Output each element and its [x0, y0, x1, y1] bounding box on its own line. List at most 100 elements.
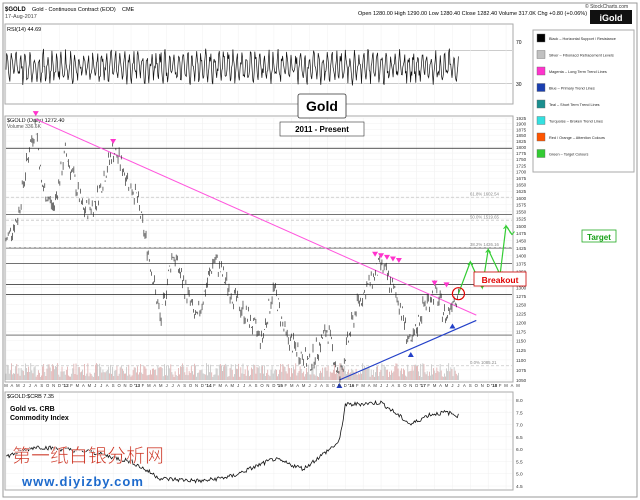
ratio-label: $GOLD:$CRB 7.35: [7, 394, 54, 400]
month-tick: M: [433, 383, 437, 388]
month-tick: '16: [348, 383, 355, 388]
price-tick-1275: 1275: [516, 294, 527, 299]
month-tick: O: [260, 383, 264, 388]
price-tick-1600: 1600: [516, 196, 527, 201]
legend-item-label: Turquoise – Broken Trend Lines: [549, 120, 603, 124]
peak-markers: [32, 111, 456, 388]
price-tick-1075: 1075: [516, 368, 527, 373]
legend-swatch: [536, 149, 546, 158]
ratio-tick-7.0: 7.0: [516, 423, 523, 429]
month-tick: A: [106, 383, 109, 388]
month-tick: M: [373, 383, 377, 388]
month-tick: M: [361, 383, 365, 388]
ratio-axis: 8.0 7.5 7.0 6.5 6.0 5.5 5.0 4.5: [516, 398, 523, 490]
price-tick-1925: 1925: [516, 116, 527, 121]
legend-swatch: [536, 50, 546, 59]
month-tick: S: [183, 383, 186, 388]
month-tick: M: [302, 383, 306, 388]
month-tick: A: [82, 383, 85, 388]
month-tick: A: [392, 383, 395, 388]
ratio-tick-8.0: 8.0: [516, 398, 523, 404]
legend-swatch: [536, 33, 546, 43]
price-tick-1200: 1200: [516, 320, 527, 325]
month-tick: '17: [420, 383, 427, 388]
rsi-panel: [4, 23, 514, 105]
price-tick-1150: 1150: [516, 339, 526, 344]
month-tick: F: [70, 383, 73, 388]
month-tick: D: [487, 383, 490, 388]
month-tick: '13: [134, 383, 141, 388]
month-tick: F: [213, 383, 216, 388]
blue-trendline: [339, 319, 477, 381]
month-tick: N: [481, 383, 484, 388]
month-tick: M: [4, 383, 8, 388]
fib-levels: 61.8% 1602.54 50.0% 1519.65 38.2% 1426.16 0…: [6, 192, 512, 367]
month-tick: D: [201, 383, 204, 388]
month-tick: J: [94, 383, 96, 388]
month-tick: F: [142, 383, 145, 388]
price-tick-1125: 1125: [516, 348, 526, 353]
legend-swatch: [536, 132, 546, 142]
price-tick-1800: 1800: [516, 145, 527, 150]
price-tick-1300: 1300: [516, 286, 527, 291]
price-tick-1175: 1175: [516, 329, 526, 334]
month-tick: J: [386, 383, 388, 388]
magenta-arrow-icon: [431, 280, 438, 286]
ratio-tick-7.5: 7.5: [516, 410, 523, 416]
fib-label-0.0%: 0.0% 1085.21: [470, 360, 497, 365]
price-tick-1625: 1625: [516, 189, 527, 194]
rsi-label: RSI(14) 44.69: [7, 27, 41, 33]
price-tick-1425: 1425: [516, 246, 527, 251]
month-tick: J: [172, 383, 174, 388]
month-tick: A: [296, 383, 299, 388]
price-tick-1775: 1775: [516, 151, 527, 156]
month-tick: A: [153, 383, 156, 388]
month-tick: S: [397, 383, 400, 388]
price-tick-1050: 1050: [516, 378, 527, 383]
month-tick: '18: [491, 383, 498, 388]
legend-item-label: Green – Target Colours: [549, 153, 588, 157]
legend-swatch: [536, 99, 546, 109]
month-tick: S: [469, 383, 472, 388]
volume-label: Volume 336.6K: [7, 124, 42, 130]
month-tick: M: [230, 383, 234, 388]
price-tick-1500: 1500: [516, 224, 527, 229]
legend-box: [532, 29, 635, 173]
price-tick-1400: 1400: [516, 254, 527, 259]
month-tick: A: [463, 383, 466, 388]
month-tick: S: [326, 383, 329, 388]
price-tick-1550: 1550: [516, 210, 527, 215]
target-box: [581, 229, 617, 243]
chart-subtitle: 2011 - Present: [295, 125, 349, 134]
price-tick-1450: 1450: [516, 238, 527, 243]
magenta-arrow-icon: [32, 111, 39, 117]
month-tick: J: [166, 383, 168, 388]
month-tick: M: [76, 383, 80, 388]
month-tick: M: [290, 383, 294, 388]
projection-arrowhead: [485, 248, 492, 253]
price-tick-1850: 1850: [516, 133, 527, 138]
blue-arrow-icon: [336, 383, 343, 388]
price-tick-1675: 1675: [516, 176, 527, 181]
price-tick-1725: 1725: [516, 163, 527, 168]
blue-arrow-icon: [449, 323, 456, 329]
fib-label-38.2%: 38.2% 1426.16: [470, 242, 500, 247]
month-tick: F: [356, 383, 359, 388]
month-tick: M: [159, 383, 163, 388]
rsi-tick-30: 30: [516, 82, 522, 88]
price-series: [5, 118, 459, 383]
watermark-url: www.diyizby.com: [21, 474, 144, 489]
magenta-arrow-icon: [378, 253, 385, 259]
month-axis: M A M J J A S O N D '12 F M A M J J A S O N D '13 F M A M J J A S O N D '1…: [4, 383, 520, 388]
month-tick: O: [46, 383, 50, 388]
month-tick: A: [11, 383, 14, 388]
month-tick: J: [23, 383, 25, 388]
magenta-trendline: [35, 118, 477, 316]
price-tick-1575: 1575: [516, 203, 527, 208]
month-tick: S: [112, 383, 115, 388]
price-panel: [4, 115, 514, 383]
month-tick: M: [219, 383, 223, 388]
quote-line: Open 1280.00 High 1290.00 Low 1280.40 Cl…: [358, 11, 587, 17]
